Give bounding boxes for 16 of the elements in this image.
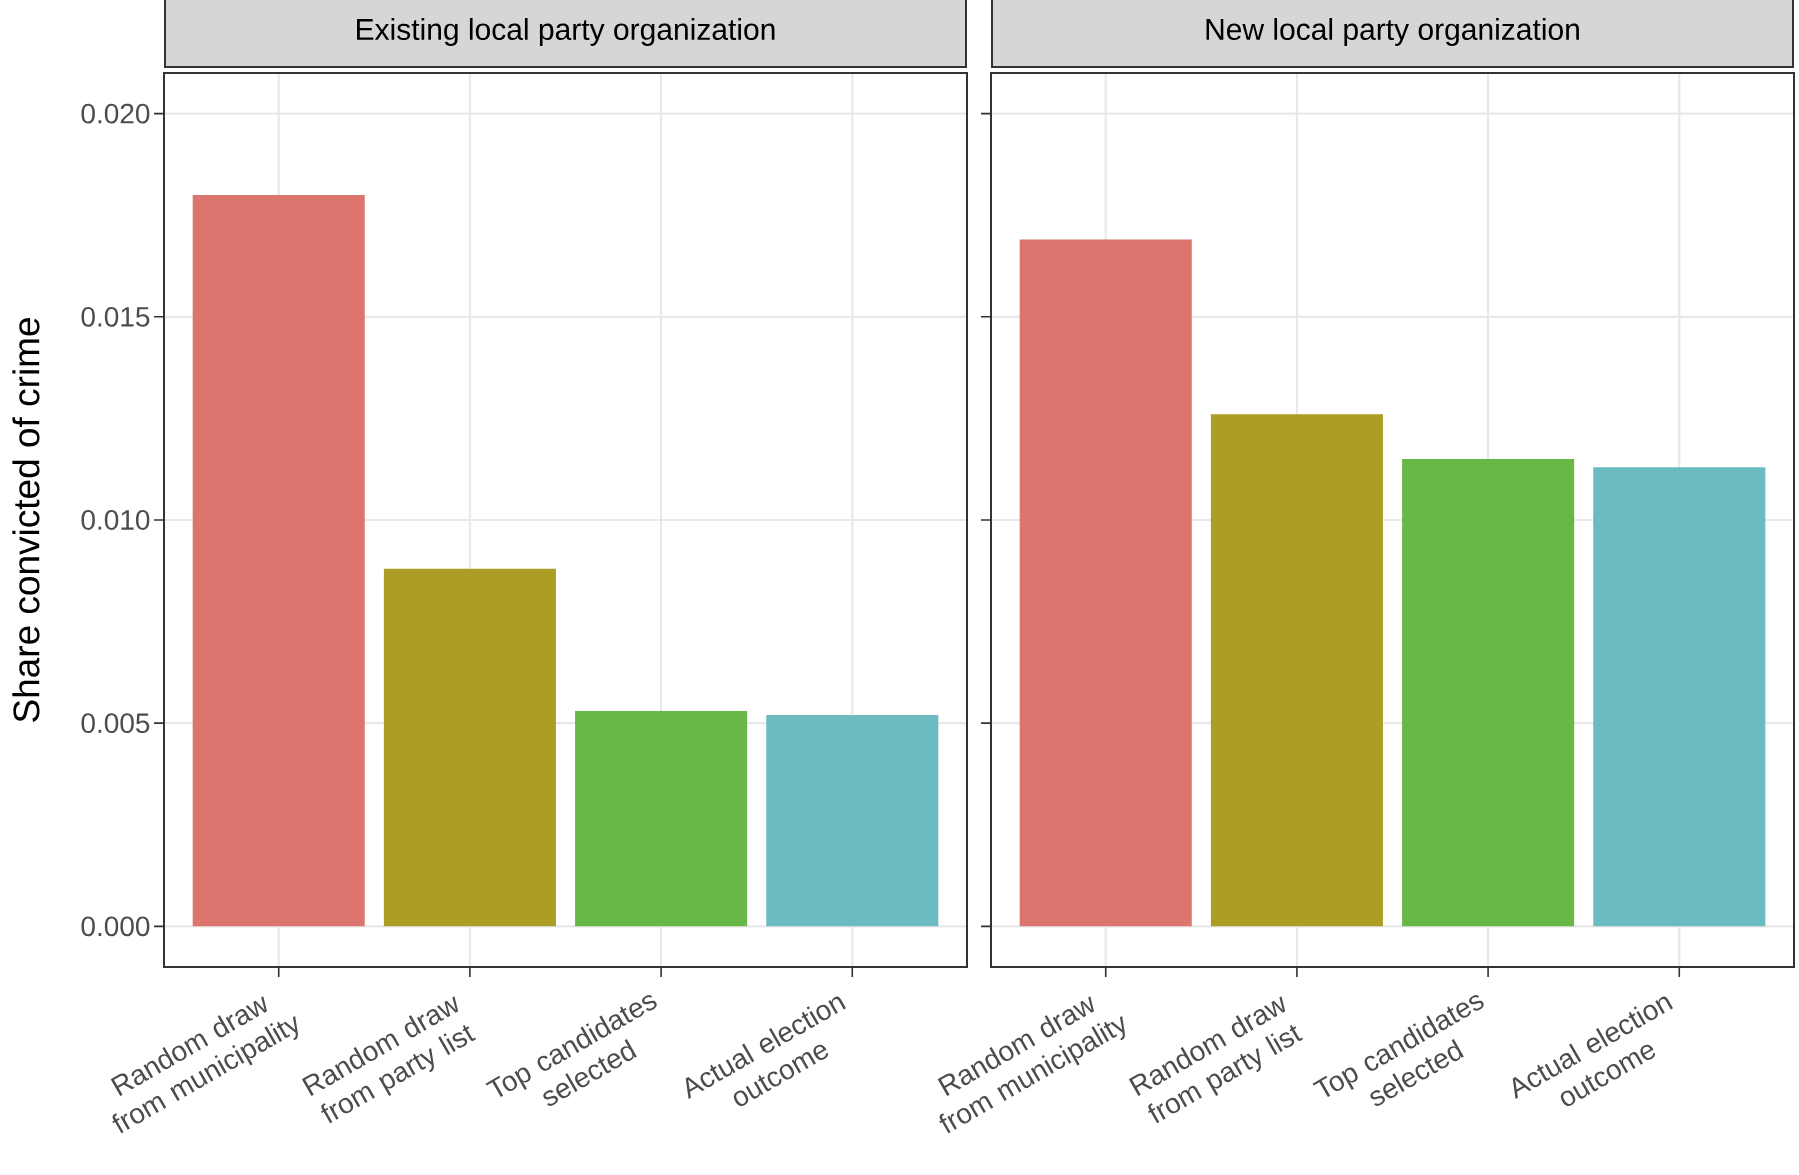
bar bbox=[1019, 239, 1192, 927]
bar bbox=[1402, 459, 1575, 927]
bar bbox=[383, 568, 556, 927]
bar bbox=[1593, 467, 1766, 927]
y-tick-label: 0.005 bbox=[81, 713, 150, 734]
chart-title: New local party organization bbox=[1206, 18, 1579, 46]
chart-title: Existing local party organization bbox=[357, 18, 775, 46]
bar bbox=[1210, 414, 1383, 927]
y-tick-label: 0.020 bbox=[81, 103, 150, 124]
bar bbox=[766, 715, 939, 927]
bar bbox=[575, 710, 748, 927]
y-axis-title: Share convicted of crime bbox=[12, 318, 40, 722]
y-tick-label: 0.010 bbox=[81, 510, 150, 530]
y-tick-label: 0.015 bbox=[81, 306, 150, 327]
bar bbox=[192, 194, 365, 927]
y-tick-label: 0.000 bbox=[81, 916, 150, 937]
